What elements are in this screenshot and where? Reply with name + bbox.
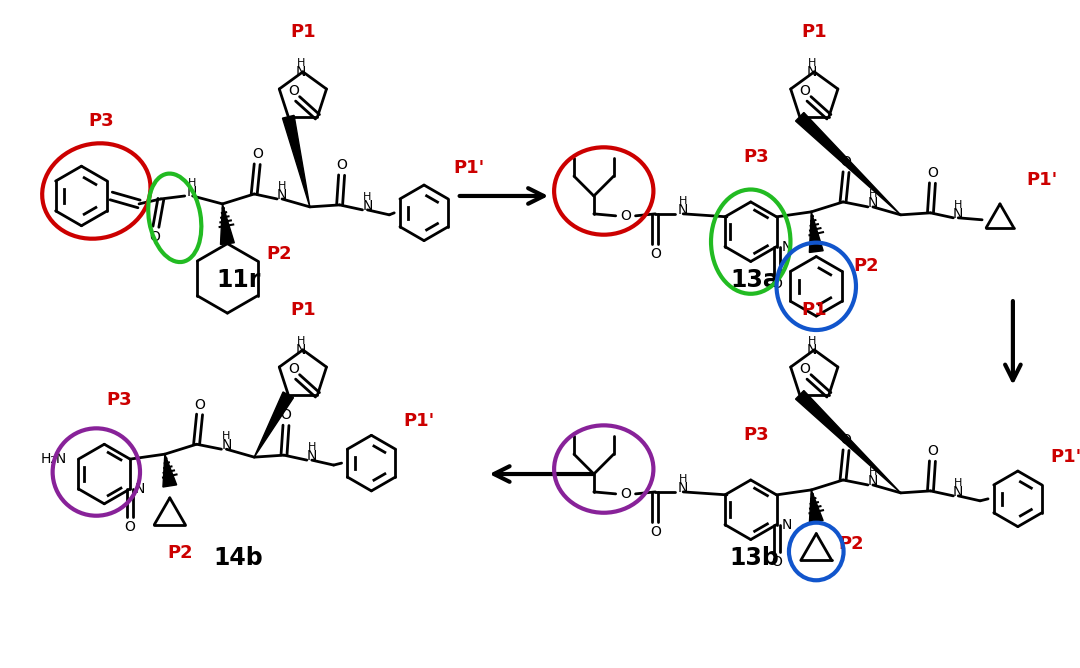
Text: H: H: [297, 336, 305, 346]
Text: N: N: [276, 188, 287, 202]
Text: H: H: [679, 196, 687, 206]
Text: P2: P2: [167, 544, 192, 562]
Text: O: O: [771, 555, 782, 569]
Text: O: O: [771, 277, 782, 291]
Text: N: N: [296, 65, 306, 79]
Text: O: O: [336, 158, 347, 172]
Text: N: N: [307, 449, 318, 463]
Text: 14b: 14b: [214, 546, 264, 570]
Text: P1: P1: [801, 23, 827, 41]
Text: 11r: 11r: [216, 269, 260, 293]
Text: P1': P1': [404, 412, 434, 430]
Polygon shape: [796, 112, 901, 215]
Polygon shape: [163, 454, 177, 487]
Text: O: O: [650, 524, 661, 538]
Text: P2: P2: [853, 257, 879, 275]
Text: N: N: [782, 240, 792, 254]
Polygon shape: [796, 391, 901, 493]
Text: O: O: [840, 155, 851, 169]
Text: N: N: [782, 518, 792, 532]
Polygon shape: [809, 212, 823, 253]
Text: N: N: [953, 207, 963, 221]
Text: H: H: [222, 432, 231, 442]
Text: H: H: [954, 478, 962, 488]
Text: H: H: [808, 336, 816, 346]
Text: P1: P1: [291, 23, 315, 41]
Text: O: O: [650, 246, 661, 261]
Text: N: N: [135, 482, 146, 496]
Polygon shape: [254, 392, 294, 457]
Text: O: O: [281, 408, 292, 422]
Text: O: O: [124, 520, 135, 534]
Text: N: N: [678, 203, 688, 217]
Polygon shape: [809, 490, 823, 523]
Text: H: H: [308, 442, 316, 452]
Text: N: N: [807, 65, 818, 79]
Text: O: O: [252, 147, 262, 161]
Text: P3: P3: [743, 426, 769, 444]
Text: O: O: [288, 362, 299, 376]
Text: P3: P3: [89, 112, 114, 130]
Polygon shape: [283, 116, 310, 207]
Text: P1: P1: [801, 301, 827, 319]
Text: P2: P2: [267, 244, 292, 263]
Text: O: O: [149, 230, 160, 244]
Text: O: O: [288, 84, 299, 98]
Text: H: H: [808, 58, 816, 68]
Text: P1: P1: [291, 301, 315, 319]
Text: 13b: 13b: [730, 546, 780, 570]
Text: 13a: 13a: [730, 269, 779, 293]
Text: O: O: [799, 84, 810, 98]
Text: N: N: [296, 343, 306, 357]
Text: H₂N: H₂N: [40, 452, 67, 466]
Text: O: O: [799, 362, 810, 376]
Text: H: H: [363, 192, 372, 202]
Text: P1': P1': [1026, 171, 1057, 189]
Text: H: H: [954, 200, 962, 210]
Text: P2: P2: [838, 534, 864, 552]
Text: N: N: [867, 474, 878, 488]
Polygon shape: [220, 204, 234, 244]
Text: O: O: [194, 397, 205, 411]
Text: H: H: [868, 189, 877, 199]
Text: H: H: [278, 181, 286, 191]
Text: N: N: [678, 481, 688, 495]
Text: N: N: [362, 199, 373, 213]
Text: P1': P1': [1050, 448, 1080, 466]
Text: O: O: [927, 444, 937, 458]
Text: H: H: [188, 178, 195, 188]
Text: H: H: [868, 467, 877, 477]
Text: H: H: [679, 474, 687, 484]
Text: O: O: [620, 487, 631, 501]
Text: P1': P1': [454, 159, 484, 177]
Text: N: N: [867, 196, 878, 210]
Text: N: N: [807, 343, 818, 357]
Text: N: N: [187, 185, 197, 199]
Text: O: O: [927, 166, 937, 180]
Text: P3: P3: [106, 391, 132, 409]
Text: P3: P3: [743, 148, 769, 166]
Text: N: N: [953, 485, 963, 499]
Text: O: O: [840, 434, 851, 448]
Text: O: O: [620, 209, 631, 223]
Text: N: N: [221, 438, 231, 452]
Text: H: H: [297, 58, 305, 68]
